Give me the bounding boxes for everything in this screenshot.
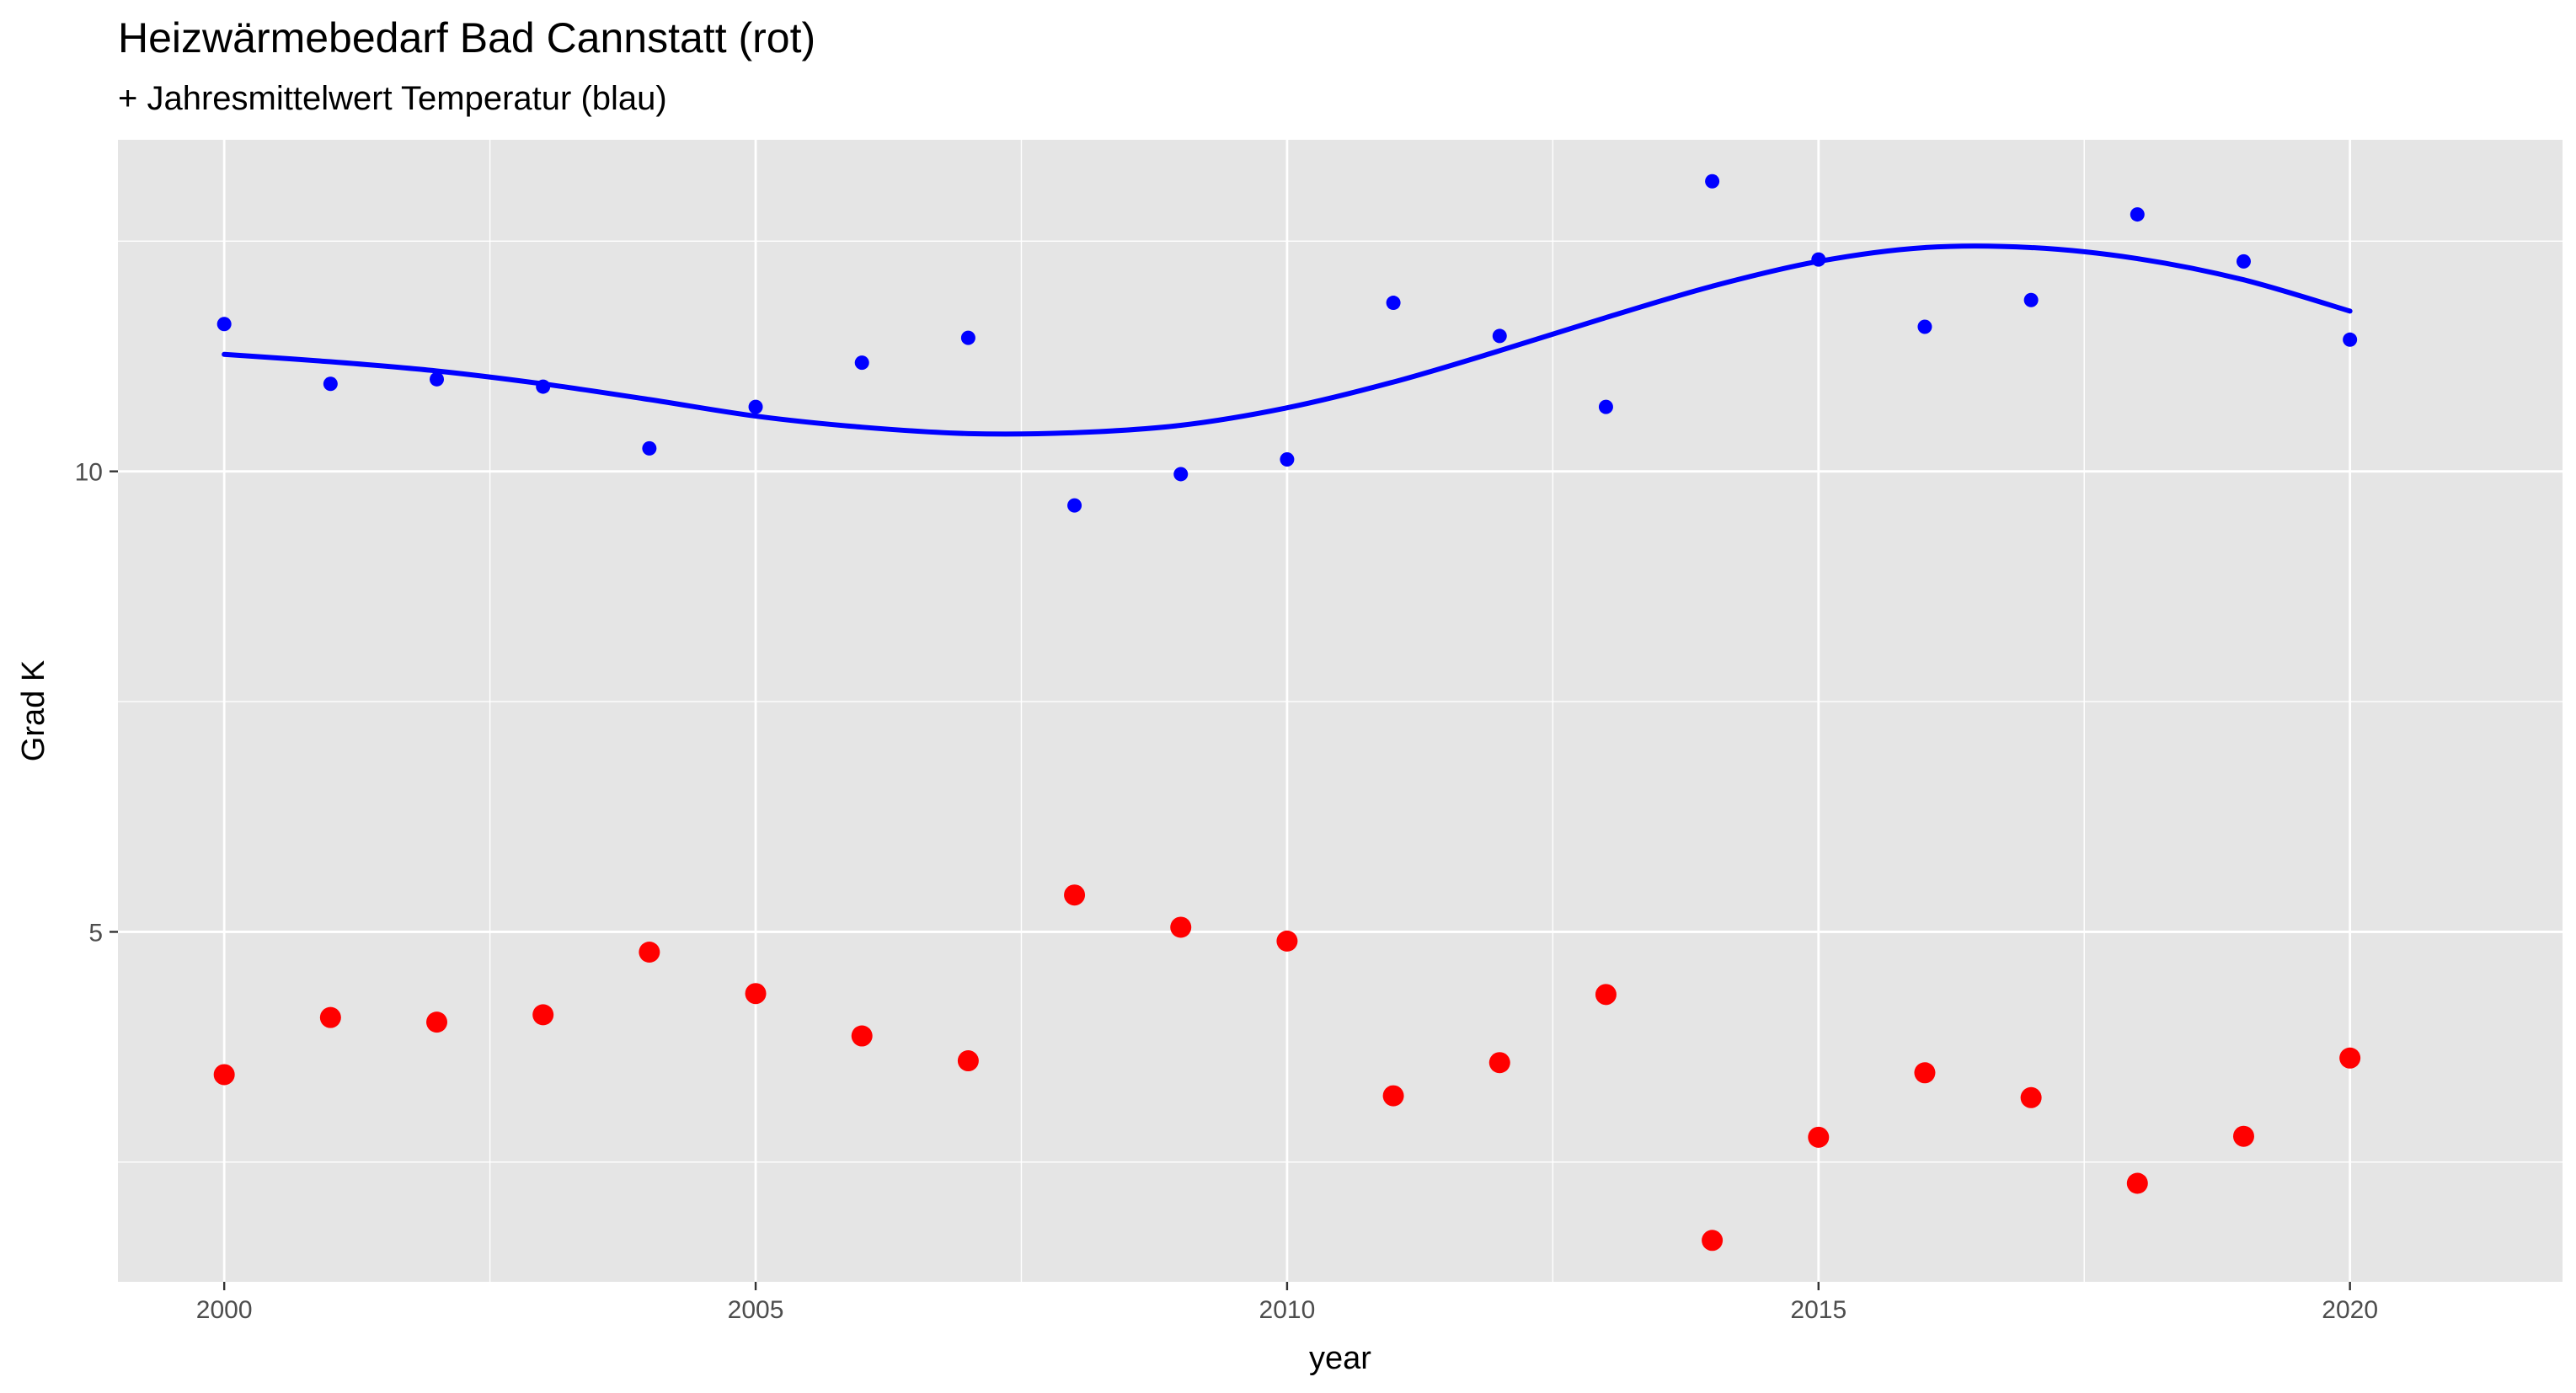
data-point-series-1 (1811, 252, 1826, 267)
y-axis: 5 10 (75, 459, 118, 947)
data-point-series-2 (2339, 1047, 2361, 1069)
data-point-series-1 (854, 355, 869, 371)
data-point-series-2 (1914, 1062, 1936, 1084)
data-point-series-2 (1808, 1126, 1830, 1148)
x-tick-label: 2000 (196, 1296, 253, 1324)
data-point-series-1 (960, 330, 975, 345)
data-point-series-1 (1280, 451, 1295, 467)
y-tick-label: 5 (88, 919, 103, 947)
data-point-series-1 (2343, 332, 2358, 347)
data-point-series-1 (1917, 319, 1932, 334)
data-point-series-2 (1276, 930, 1298, 952)
data-point-series-1 (748, 399, 763, 414)
data-point-series-1 (536, 379, 551, 394)
data-point-series-2 (1170, 916, 1192, 938)
data-point-series-1 (2023, 292, 2039, 307)
x-tick-label: 2015 (1790, 1296, 1846, 1324)
data-point-series-2 (213, 1064, 235, 1086)
data-point-series-2 (957, 1050, 979, 1072)
grid-major (118, 140, 2563, 1282)
smooth-layer (222, 243, 2353, 437)
data-point-series-1 (1598, 399, 1613, 414)
data-point-series-2 (2232, 1125, 2254, 1147)
data-point-series-2 (1064, 884, 1086, 906)
data-point-series-2 (1382, 1085, 1404, 1107)
data-point-series-1 (323, 376, 338, 392)
chart-subtitle: + Jahresmittelwert Temperatur (blau) (118, 80, 667, 117)
data-point-series-1 (1705, 173, 1720, 189)
smooth-trend-line (222, 243, 2353, 437)
data-point-series-2 (745, 983, 767, 1005)
data-point-series-2 (1488, 1052, 1510, 1074)
grid-minor (118, 140, 2563, 1282)
plot-panel (118, 140, 2563, 1282)
data-point-series-1 (642, 440, 657, 456)
chart-title: Heizwärmebedarf Bad Cannstatt (rot) (118, 14, 815, 61)
data-point-series-2 (2020, 1086, 2042, 1108)
x-tick-label: 2010 (1259, 1296, 1316, 1324)
y-tick-label: 10 (75, 459, 103, 487)
data-point-series-2 (2126, 1172, 2148, 1194)
data-point-series-2 (319, 1006, 341, 1028)
data-point-series-1 (2130, 207, 2145, 222)
data-point-series-1 (2236, 254, 2251, 269)
data-point-series-1 (1173, 467, 1189, 482)
points-layer (213, 173, 2361, 1252)
data-point-series-2 (532, 1004, 554, 1026)
data-point-series-1 (1067, 498, 1082, 513)
data-point-series-2 (426, 1011, 448, 1033)
y-axis-title: Grad K (16, 660, 51, 761)
data-point-series-2 (851, 1025, 873, 1047)
data-point-series-2 (1702, 1230, 1724, 1252)
data-point-series-1 (430, 371, 445, 387)
data-point-series-1 (216, 317, 232, 332)
x-tick-label: 2020 (2322, 1296, 2378, 1324)
x-axis: 2000 2005 2010 2015 2020 (196, 1282, 2378, 1324)
x-tick-label: 2005 (728, 1296, 784, 1324)
data-point-series-2 (1595, 984, 1617, 1006)
x-axis-title: year (1309, 1341, 1371, 1376)
data-point-series-2 (639, 942, 660, 963)
data-point-series-1 (1386, 296, 1401, 311)
data-point-series-1 (1492, 328, 1507, 344)
